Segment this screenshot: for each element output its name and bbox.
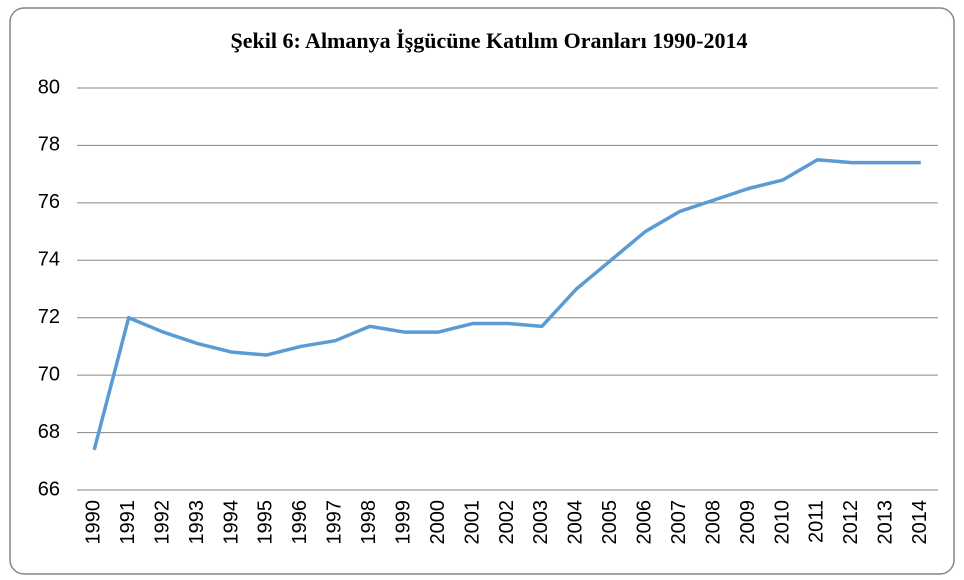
chart-title: Şekil 6: Almanya İşgücüne Katılım Oranla… [230, 28, 747, 53]
x-tick-label: 1996 [289, 500, 311, 545]
y-tick-label: 80 [38, 76, 60, 98]
chart-border [9, 7, 955, 575]
x-tick-label: 2002 [496, 500, 518, 545]
x-tick-label: 2007 [668, 500, 690, 545]
x-tick-label: 2004 [565, 500, 587, 545]
x-tick-label: 2009 [737, 500, 759, 545]
data-line [92, 158, 921, 451]
y-tick-label: 70 [38, 363, 60, 385]
x-tick-label: 1995 [255, 500, 277, 545]
x-tick-label: 2006 [634, 500, 656, 545]
x-tick-label: 2010 [771, 500, 793, 545]
x-tick-label: 2008 [702, 500, 724, 545]
y-tick-label: 74 [38, 249, 60, 271]
x-tick-label: 1999 [392, 500, 414, 545]
x-tick-label: 1994 [220, 500, 242, 545]
x-tick-label: 2013 [875, 500, 897, 545]
x-tick-label: 2000 [427, 500, 449, 545]
x-tick-label: 2005 [599, 500, 621, 545]
x-tick-label: 2001 [461, 500, 483, 545]
x-tick-label: 2014 [909, 500, 931, 545]
x-tick-label: 1998 [358, 500, 380, 545]
x-tick-label: 2011 [806, 500, 828, 543]
y-tick-label: 68 [38, 421, 60, 443]
x-tick-label: 1990 [83, 500, 105, 545]
y-tick-label: 78 [38, 134, 60, 156]
y-tick-label: 66 [38, 478, 60, 500]
x-tick-label: 1997 [324, 500, 346, 545]
x-tick-label: 1993 [186, 500, 208, 545]
x-tick-label: 2012 [840, 500, 862, 545]
x-tick-label: 2003 [530, 500, 552, 545]
y-tick-label: 72 [38, 306, 60, 328]
x-tick-label: 1991 [117, 500, 139, 545]
x-tick-label: 1992 [151, 500, 173, 545]
y-tick-label: 76 [38, 191, 60, 213]
